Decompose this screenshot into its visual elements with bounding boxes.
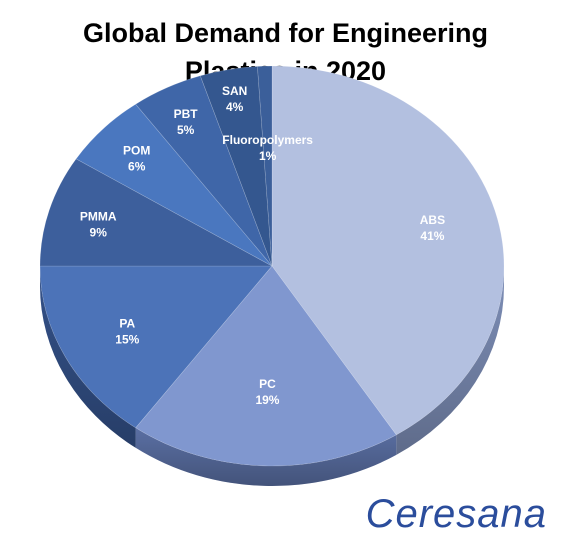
slice-percent-abs: 41% — [420, 229, 444, 243]
pie-slice-pc — [135, 265, 397, 467]
slice-percent-pom: 6% — [128, 159, 146, 173]
slice-label-pom: POM — [123, 143, 150, 157]
brand-logo-text: Ceresana — [365, 492, 547, 536]
pie-slice-pbt — [135, 75, 273, 267]
slice-label-san: SAN — [222, 84, 247, 98]
pie-slice-san — [199, 66, 273, 267]
pie-side-shade-abs — [396, 266, 504, 455]
pie-labels: ABS 41% PC 19% PA 15% PMMA 9% POM 6% PBT 5% SAN 4% Flu… — [80, 84, 445, 407]
pie-slice-fluoropolymers — [257, 65, 273, 267]
pie-slices — [39, 65, 505, 467]
slice-percent-san: 4% — [226, 100, 244, 114]
slice-label-pa: PA — [119, 317, 135, 331]
slice-label-pmma: PMMA — [80, 209, 117, 223]
slice-label-fluoropolymers: Fluoropolymers — [222, 133, 313, 147]
slice-label-pbt: PBT — [174, 107, 199, 121]
slice-percent-pa: 15% — [115, 333, 139, 347]
pie-side-shade-pa — [40, 266, 136, 448]
pie-slice-abs — [271, 65, 505, 436]
pie-slice-pom — [75, 103, 273, 267]
pie-slice-pmma — [39, 158, 273, 267]
slice-percent-pbt: 5% — [177, 123, 195, 137]
chart-title-line-1: Global Demand for Engineering — [82, 18, 489, 48]
slice-percent-pc: 19% — [255, 393, 279, 407]
slice-label-abs: ABS — [420, 213, 445, 227]
slice-percent-pmma: 9% — [90, 225, 108, 239]
pie-slice-pa — [39, 265, 273, 429]
pie-side-shade-pc — [135, 427, 397, 486]
pie-sides — [40, 266, 504, 486]
slice-percent-fluoropolymers: 1% — [259, 149, 277, 163]
slice-label-pc: PC — [259, 377, 276, 391]
